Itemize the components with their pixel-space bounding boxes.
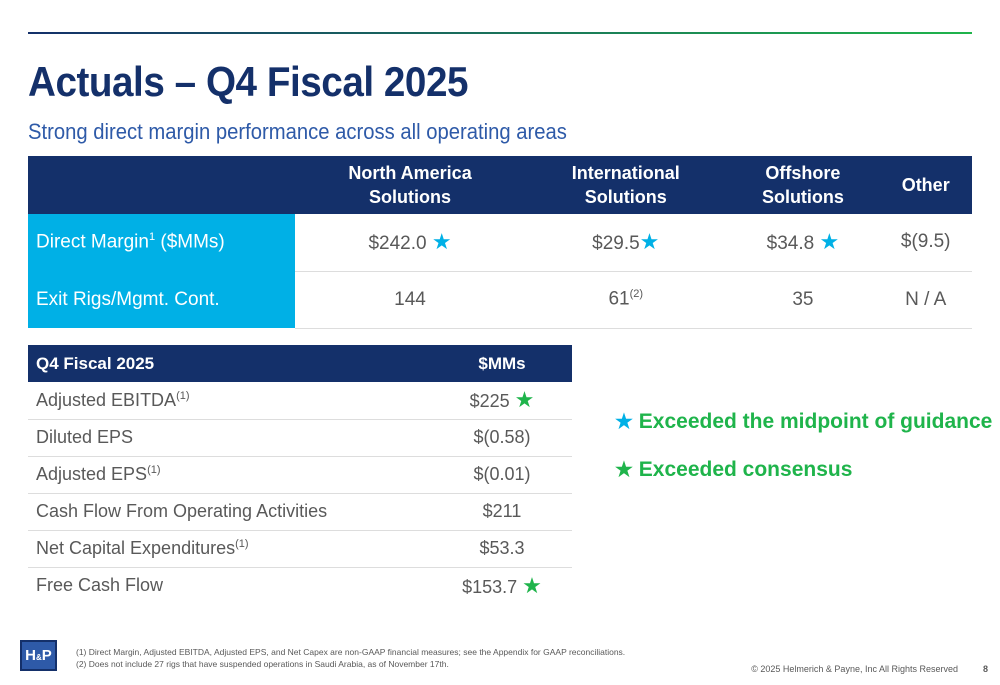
cell: N / A <box>879 271 972 329</box>
cell: $34.8 ★ <box>726 214 880 272</box>
summary-header-label: Q4 Fiscal 2025 <box>28 345 432 382</box>
row-label: Direct Margin1 ($MMs) <box>28 214 295 272</box>
star-icon: ★ <box>615 411 633 433</box>
table-row: Direct Margin1 ($MMs) $242.0 ★ $29.5★ $3… <box>28 214 972 272</box>
row-label: Adjusted EBITDA(1) <box>28 382 432 420</box>
company-logo: H&P <box>20 640 57 671</box>
table-row: Exit Rigs/Mgmt. Cont. 144 61(2) 35 N / A <box>28 271 972 329</box>
row-label: Cash Flow From Operating Activities <box>28 493 432 531</box>
table-row: Net Capital Expenditures(1) $53.3 <box>28 530 572 568</box>
star-icon: ★ <box>615 459 633 481</box>
table-row: Free Cash Flow $153.7 ★ <box>28 567 572 604</box>
legend-item-consensus: ★ Exceeded consensus <box>615 458 853 481</box>
header-offshore: Offshore Solutions <box>726 156 880 214</box>
row-value: $(0.01) <box>432 456 572 494</box>
table-row: Diluted EPS $(0.58) <box>28 419 572 457</box>
row-label: Adjusted EPS(1) <box>28 456 432 494</box>
segment-table: North America Solutions International Solu… <box>28 156 972 329</box>
page-title: Actuals – Q4 Fiscal 2025 <box>28 58 469 105</box>
header-international: International Solutions <box>525 156 727 214</box>
header-north-america: North America Solutions <box>295 156 526 214</box>
row-value: $(0.58) <box>432 419 572 457</box>
segment-header-row: North America Solutions International Solu… <box>28 156 972 214</box>
row-value: $53.3 <box>432 530 572 568</box>
row-label: Diluted EPS <box>28 419 432 457</box>
row-label: Net Capital Expenditures(1) <box>28 530 432 568</box>
row-value: $211 <box>432 493 572 531</box>
table-row: Cash Flow From Operating Activities $211 <box>28 493 572 531</box>
summary-header-value: $MMs <box>432 345 572 382</box>
star-icon: ★ <box>522 572 542 598</box>
header-other: Other <box>879 156 972 214</box>
star-icon: ★ <box>514 387 535 413</box>
row-value: $153.7 ★ <box>462 572 542 598</box>
row-value: $225 ★ <box>432 382 572 420</box>
page-number: 8 <box>982 664 988 674</box>
footnote-1: (1) Direct Margin, Adjusted EBITDA, Adju… <box>76 647 626 657</box>
footnote-2: (2) Does not include 27 rigs that have s… <box>76 659 449 669</box>
star-icon: ★ <box>819 229 840 255</box>
table-row: Adjusted EBITDA(1) $225 ★ <box>28 382 572 420</box>
star-icon: ★ <box>639 229 660 255</box>
row-label: Exit Rigs/Mgmt. Cont. <box>28 271 295 328</box>
header-blank <box>28 156 295 214</box>
page-subtitle: Strong direct margin performance across … <box>28 119 567 144</box>
cell: 144 <box>295 271 526 329</box>
cell: 35 <box>726 271 880 329</box>
cell: $29.5★ <box>525 214 727 272</box>
copyright: © 2025 Helmerich & Payne, Inc All Rights… <box>751 664 958 674</box>
star-icon: ★ <box>431 229 452 255</box>
summary-table: Q4 Fiscal 2025 $MMs Adjusted EBITDA(1) $22… <box>28 345 572 604</box>
legend-item-guidance: ★ Exceeded the midpoint of guidance <box>615 410 993 433</box>
cell: $242.0 ★ <box>295 214 526 272</box>
cell: 61(2) <box>525 271 727 329</box>
top-divider <box>28 32 972 34</box>
cell: $(9.5) <box>879 214 972 272</box>
table-row: Adjusted EPS(1) $(0.01) <box>28 456 572 494</box>
row-label: Free Cash Flow <box>36 575 164 596</box>
